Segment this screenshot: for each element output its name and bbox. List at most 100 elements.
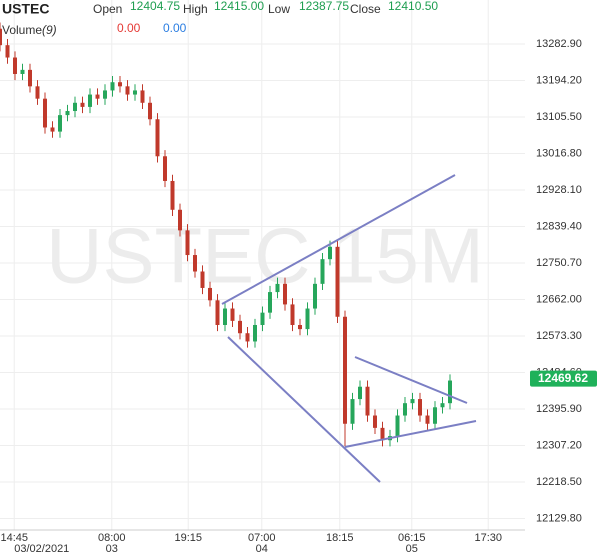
candle-body xyxy=(290,304,295,325)
x-tick-label: 14:45 xyxy=(0,532,28,544)
open-value: 12404.75 xyxy=(130,0,180,13)
candle-body xyxy=(58,115,62,132)
y-tick-label: 13016.80 xyxy=(536,147,582,159)
candle-body xyxy=(410,399,415,404)
candle-body xyxy=(335,246,340,317)
symbol: USTEC xyxy=(2,1,49,17)
volume-label: Volume xyxy=(2,23,42,37)
candle-body xyxy=(448,380,452,404)
close-value: 12410.50 xyxy=(388,0,438,13)
candle-body xyxy=(170,180,175,210)
candle-body xyxy=(298,324,302,330)
candle-body xyxy=(275,283,280,293)
candle-body xyxy=(433,407,437,424)
trendlines xyxy=(221,174,477,483)
candle-body xyxy=(185,230,190,256)
y-tick-label: 12573.30 xyxy=(536,330,582,342)
candle-body xyxy=(260,312,265,325)
x-date-label: 03/02/2021 xyxy=(14,543,69,555)
candle-body xyxy=(365,386,370,416)
candle-body xyxy=(133,90,137,95)
candle-body xyxy=(13,57,17,74)
y-tick-label: 12218.50 xyxy=(536,476,582,488)
x-date-label: 05 xyxy=(406,543,418,555)
candle-body xyxy=(245,333,250,342)
candle-body xyxy=(148,102,152,120)
candle-body xyxy=(253,324,257,342)
candle-body xyxy=(103,90,107,99)
volume-period: (9) xyxy=(42,23,57,37)
candle-body xyxy=(118,82,122,87)
x-tick-label: 06:15 xyxy=(398,532,426,544)
high-label: High xyxy=(183,2,208,16)
candle-body xyxy=(350,399,355,424)
y-tick-label: 12750.70 xyxy=(536,257,582,269)
candle-body xyxy=(343,316,347,424)
candle-body xyxy=(5,45,10,58)
candle-body xyxy=(88,94,92,107)
candle-body xyxy=(313,283,317,309)
candle-body xyxy=(65,111,70,116)
y-tick-label: 12662.00 xyxy=(536,293,582,305)
y-tick-label: 13282.90 xyxy=(536,38,582,50)
x-date-label: 03 xyxy=(106,543,118,555)
candle-body xyxy=(380,427,385,441)
candles xyxy=(0,22,452,447)
candle-body xyxy=(200,271,205,288)
candle-body xyxy=(305,308,310,330)
y-tick-label: 12839.40 xyxy=(536,220,582,232)
candle-body xyxy=(140,90,145,103)
x-tick-label: 19:15 xyxy=(174,532,202,544)
candle-body xyxy=(0,28,2,46)
candle-body xyxy=(95,94,100,99)
candle-body xyxy=(418,399,422,416)
x-date-label: 04 xyxy=(256,543,268,555)
header: USTEC Open 12404.75 High 12415.00 Low 12… xyxy=(2,0,438,37)
y-tick-label: 12395.90 xyxy=(536,403,582,415)
volume-value: 0.00 xyxy=(117,21,141,35)
candle-body xyxy=(223,308,227,325)
candle-body xyxy=(50,127,55,132)
y-tick-label: 12307.20 xyxy=(536,439,582,451)
candle-body xyxy=(283,283,287,305)
axes: 12129.8012218.5012307.2012395.9012484.60… xyxy=(0,38,597,555)
candle-body xyxy=(328,246,332,260)
candle-body xyxy=(80,102,85,107)
candle-body xyxy=(28,69,32,87)
candle-body xyxy=(73,102,77,112)
grid xyxy=(0,0,525,530)
candle-body xyxy=(395,415,400,437)
candle-body xyxy=(163,156,167,181)
x-tick-label: 08:00 xyxy=(98,532,126,544)
candle-body xyxy=(440,403,445,408)
low-value: 12387.75 xyxy=(299,0,349,13)
candle-body xyxy=(373,415,377,428)
low-label: Low xyxy=(268,2,290,16)
y-tick-label: 12129.80 xyxy=(536,512,582,524)
candle-body xyxy=(20,69,25,74)
current-price-label: 12469.62 xyxy=(538,371,588,385)
candle-body xyxy=(110,82,115,91)
volume-value: 0.00 xyxy=(163,21,187,35)
candle-body xyxy=(125,86,130,95)
candle-body xyxy=(238,320,242,334)
open-label: Open xyxy=(93,2,122,16)
watermark: USTEC 15M xyxy=(46,212,484,300)
candle-body xyxy=(268,292,272,313)
candle-body xyxy=(208,287,212,301)
trendline xyxy=(227,336,381,483)
high-value: 12415.00 xyxy=(214,0,264,13)
trendline xyxy=(344,420,477,448)
candle-body xyxy=(358,386,362,400)
x-tick-label: 18:15 xyxy=(326,532,354,544)
candle-body xyxy=(155,119,160,157)
y-tick-label: 13105.50 xyxy=(536,111,582,123)
candle-body xyxy=(178,209,182,231)
candle-body xyxy=(320,259,325,284)
y-tick-label: 12928.10 xyxy=(536,184,582,196)
candle-body xyxy=(193,255,197,272)
y-tick-label: 13194.20 xyxy=(536,74,582,86)
trendline xyxy=(354,356,468,404)
x-tick-label: 07:00 xyxy=(248,532,276,544)
